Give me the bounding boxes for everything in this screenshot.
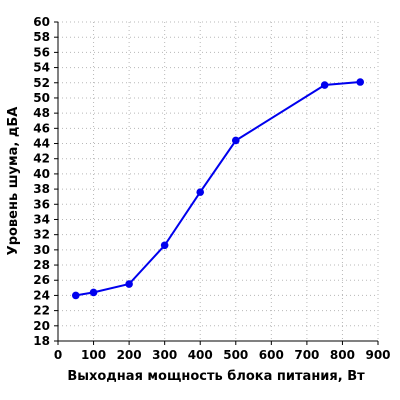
data-point [71, 291, 80, 300]
y-tick-label: 24 [33, 288, 50, 302]
y-tick-label: 40 [33, 167, 50, 181]
y-tick-label: 26 [33, 273, 50, 287]
x-tick-label: 500 [223, 348, 248, 362]
y-tick-label: 28 [33, 258, 50, 272]
x-tick-label: 900 [365, 348, 390, 362]
x-tick-label: 800 [330, 348, 355, 362]
x-tick-label: 600 [259, 348, 284, 362]
series [71, 78, 365, 300]
y-tick-label: 20 [33, 319, 50, 333]
y-tick-label: 54 [33, 61, 50, 75]
y-tick-label: 44 [33, 137, 50, 151]
y-tick-label: 38 [33, 182, 50, 196]
data-point [356, 78, 365, 86]
y-tick-label: 30 [33, 243, 50, 257]
x-tick-label: 400 [188, 348, 213, 362]
y-axis-title: Уровень шума, дБА [6, 107, 21, 256]
x-tick-label: 700 [294, 348, 319, 362]
y-tick-label: 50 [33, 91, 50, 105]
data-point [125, 280, 133, 288]
y-tick-label: 18 [33, 334, 50, 348]
data-point [160, 241, 169, 250]
y-tick-label: 42 [33, 152, 50, 166]
data-point [196, 188, 205, 196]
y-tick-label: 56 [33, 45, 50, 59]
x-tick-label: 200 [117, 348, 142, 362]
y-tick-label: 34 [33, 212, 50, 226]
data-point [231, 136, 240, 145]
y-tick-label: 46 [33, 121, 50, 135]
axes [57, 22, 378, 342]
x-tick-label: 300 [152, 348, 177, 362]
y-tick-label: 58 [33, 30, 50, 44]
data-point [320, 81, 329, 89]
x-tick-label: 0 [54, 348, 62, 362]
y-tick-label: 52 [33, 76, 50, 90]
data-point [89, 288, 98, 297]
x-tick-label: 100 [81, 348, 106, 362]
y-tick-label: 22 [33, 304, 50, 318]
y-tick-label: 48 [33, 106, 50, 120]
series-line [75, 81, 361, 297]
y-tick-label: 60 [33, 15, 50, 29]
y-tick-label: 36 [33, 197, 50, 211]
y-tick-label: 32 [33, 228, 50, 242]
grid [57, 21, 379, 342]
x-axis-title: Выходная мощность блока питания, Вт [67, 369, 365, 384]
